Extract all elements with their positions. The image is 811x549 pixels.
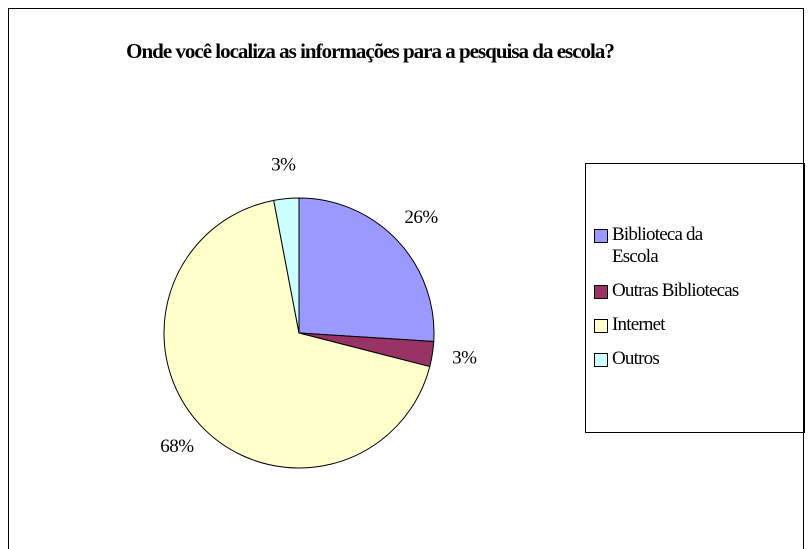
legend-item: Biblioteca da Escola <box>594 224 800 268</box>
legend-swatch <box>594 353 608 367</box>
legend-item: Outras Bibliotecas <box>594 280 800 302</box>
pie-slice <box>273 197 300 334</box>
data-label: 3% <box>271 155 296 176</box>
legend-label: Outros <box>612 348 660 369</box>
pie-slice <box>163 199 431 469</box>
data-label: 3% <box>452 348 477 369</box>
data-label: 26% <box>404 207 438 228</box>
legend-item: Outros <box>594 348 800 370</box>
legend-label: Internet <box>612 314 665 335</box>
legend-item: Internet <box>594 314 800 336</box>
legend-label: Outras Bibliotecas <box>612 280 739 301</box>
chart-title: Onde você localiza as informações para a… <box>126 39 615 63</box>
data-label: 68% <box>160 436 194 457</box>
legend-swatch <box>594 285 608 299</box>
legend-swatch <box>594 229 608 243</box>
chart-frame <box>8 8 804 549</box>
legend-label: Biblioteca da Escola <box>612 224 703 267</box>
legend-swatch <box>594 319 608 333</box>
legend: Biblioteca da Escola Outras Bibliotecas In… <box>585 163 805 433</box>
pie-slice <box>298 197 435 343</box>
